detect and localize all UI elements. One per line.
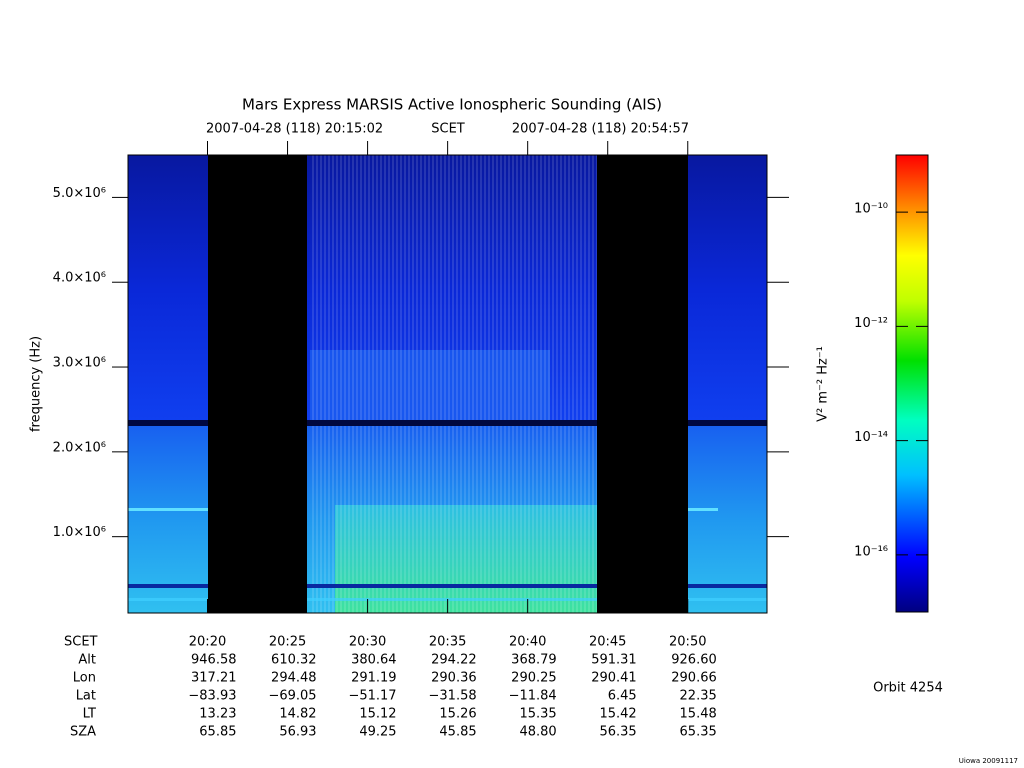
orbit-label: Orbit 4254: [873, 681, 943, 696]
time-system: SCET: [431, 122, 465, 137]
ephemeris-row-label: Lat: [76, 689, 96, 704]
ephemeris-value: 65.35: [680, 725, 717, 740]
ephemeris-value: −51.17: [348, 689, 396, 704]
ephemeris-value: 290.36: [431, 671, 477, 686]
colorbar-tick-label: 10⁻¹⁴: [854, 430, 888, 445]
colorbar-tick-label: 10⁻¹⁶: [854, 544, 888, 559]
x-tick-label: 20:40: [509, 635, 546, 650]
ephemeris-value: −69.05: [268, 689, 316, 704]
ephemeris-value: 45.85: [439, 725, 476, 740]
ephemeris-value: 65.85: [199, 725, 236, 740]
start-time: 2007-04-28 (118) 20:15:02: [206, 122, 383, 137]
credit: Uiowa 20091117: [959, 757, 1018, 765]
ephemeris-value: 15.26: [439, 707, 476, 722]
y-tick-label: 4.0×10⁶: [53, 271, 106, 286]
y-tick-label: 2.0×10⁶: [53, 440, 106, 455]
ephemeris-value: 15.48: [680, 707, 717, 722]
ephemeris-value: 290.25: [511, 671, 557, 686]
ephemeris-row-label: Lon: [73, 671, 96, 686]
chart-title: Mars Express MARSIS Active Ionospheric S…: [242, 96, 662, 114]
ephemeris-value: 290.41: [591, 671, 637, 686]
ephemeris-value: 56.93: [279, 725, 316, 740]
colorbar-label: V² m⁻² Hz⁻¹: [816, 346, 831, 422]
ephemeris-value: −11.84: [509, 689, 557, 704]
ephemeris-value: 591.31: [591, 653, 637, 668]
x-tick-label: 20:45: [589, 635, 626, 650]
y-axis-label: frequency (Hz): [29, 336, 44, 432]
end-time: 2007-04-28 (118) 20:54:57: [512, 122, 689, 137]
ephemeris-value: 15.35: [519, 707, 556, 722]
ephemeris-value: 368.79: [511, 653, 557, 668]
colorbar-tick-label: 10⁻¹⁰: [854, 202, 888, 217]
x-tick-label: 20:30: [349, 635, 386, 650]
ephemeris-value: −83.93: [188, 689, 236, 704]
ephemeris-value: −31.58: [429, 689, 477, 704]
ephemeris-value: 56.35: [599, 725, 636, 740]
y-tick-label: 3.0×10⁶: [53, 356, 106, 371]
ephemeris-value: 380.64: [351, 653, 397, 668]
ephemeris-row-label: Alt: [78, 653, 96, 668]
ephemeris-value: 290.66: [671, 671, 717, 686]
ephemeris-value: 14.82: [279, 707, 316, 722]
ephemeris-value: 6.45: [608, 689, 637, 704]
ephemeris-value: 291.19: [351, 671, 397, 686]
spectrogram-image: [128, 155, 767, 613]
ephemeris-value: 22.35: [680, 689, 717, 704]
ephemeris-value: 48.80: [519, 725, 556, 740]
y-tick-label: 5.0×10⁶: [53, 186, 106, 201]
ephemeris-value: 13.23: [199, 707, 236, 722]
x-tick-label: 20:50: [669, 635, 706, 650]
ephemeris-row-label: SZA: [70, 725, 96, 740]
ephemeris-row-label: SCET: [64, 635, 98, 650]
ephemeris-value: 15.12: [359, 707, 396, 722]
ephemeris-value: 294.22: [431, 653, 477, 668]
x-tick-label: 20:20: [189, 635, 226, 650]
colorbar-tick-label: 10⁻¹²: [854, 316, 888, 331]
ephemeris-value: 317.21: [191, 671, 237, 686]
y-tick-label: 1.0×10⁶: [53, 525, 106, 540]
ephemeris-value: 610.32: [271, 653, 317, 668]
colorbar: [895, 154, 929, 613]
ephemeris-value: 49.25: [359, 725, 396, 740]
ephemeris-value: 294.48: [271, 671, 317, 686]
ephemeris-value: 926.60: [671, 653, 717, 668]
x-tick-label: 20:25: [269, 635, 306, 650]
x-tick-label: 20:35: [429, 635, 466, 650]
ephemeris-row-label: LT: [83, 707, 96, 722]
ephemeris-value: 946.58: [191, 653, 237, 668]
ephemeris-value: 15.42: [599, 707, 636, 722]
